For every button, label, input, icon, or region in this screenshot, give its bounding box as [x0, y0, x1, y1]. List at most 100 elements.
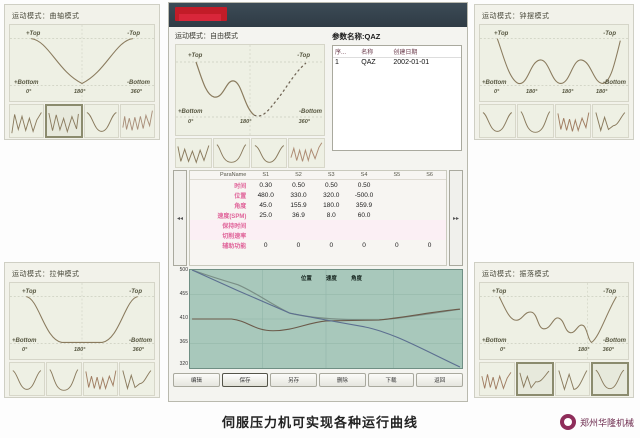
pend-thumb-2[interactable] [516, 104, 554, 138]
stretch-thumbnail-strip[interactable] [9, 362, 155, 396]
crank-thumbnail-strip[interactable] [9, 104, 155, 138]
param-row-name: QAZ [361, 59, 376, 66]
parameter-table-header-row: ParaName S1 S2 S3 S4 S5 S6 [190, 171, 446, 180]
cell-position-s3[interactable]: 320.0 [323, 191, 340, 199]
pendulum-thumbnail-strip[interactable] [479, 104, 629, 138]
table-scroll-left-button[interactable]: ◂◂ [173, 170, 187, 266]
shake-thumb-1[interactable] [479, 362, 515, 396]
cell-auxfunction-s1[interactable]: 0 [263, 241, 268, 249]
crank-thumb-4[interactable] [119, 104, 155, 138]
cell-holdtime-s4[interactable] [348, 220, 381, 230]
parameter-row-cuttingrate[interactable]: 切削速率 [190, 230, 446, 240]
hmi-button-saveas[interactable]: 另存 [270, 373, 318, 387]
hmi-button-edit[interactable]: 编辑 [173, 373, 220, 387]
shake-thumb-4[interactable] [591, 362, 629, 396]
hmi-button-download[interactable]: 下载 [367, 373, 415, 387]
cell-holdtime-s5[interactable] [380, 220, 413, 230]
shake-thumb-3[interactable] [554, 362, 591, 396]
pend-thumb-4[interactable] [592, 104, 629, 138]
stretch-thumb-1[interactable] [9, 362, 45, 396]
hmi-button-delete[interactable]: 删除 [319, 373, 366, 387]
cell-holdtime-s6[interactable] [413, 220, 446, 230]
cell-auxfunction-s5[interactable]: 0 [395, 241, 399, 249]
ytick-4: 320 [179, 361, 188, 367]
table-scroll-right-button[interactable]: ▸▸ [449, 170, 463, 266]
cell-speed-s6[interactable] [413, 210, 446, 220]
hmi-parameter-table[interactable]: ParaName S1 S2 S3 S4 S5 S6 时间 0.30 [189, 170, 447, 266]
cell-position-s6[interactable] [413, 190, 446, 200]
cell-time-s4[interactable]: 0.50 [357, 181, 371, 189]
parameter-row-auxfunction[interactable]: 辅助功能 0 0 0 0 0 0 [190, 240, 446, 250]
crank-thumb-2[interactable] [45, 104, 83, 138]
panel-pendulum-mode: 运动模式：钟摆模式 +Top -Top +Bottom -Bottom 0° 1… [474, 4, 634, 140]
hmi-main-curve-graph[interactable]: +Top -Top +Bottom -Bottom 0° 180° 360° [175, 44, 325, 137]
cell-auxfunction-s2[interactable]: 0 [296, 241, 301, 249]
hmi-thumb-3[interactable] [250, 138, 288, 168]
parameter-col-s5: S5 [380, 171, 414, 180]
cell-cuttingrate-s4[interactable] [348, 230, 381, 240]
parameter-row-angle[interactable]: 角度 45.0 155.9 180.0 359.9 [190, 200, 446, 210]
parameter-row-time[interactable]: 时间 0.30 0.50 0.50 0.50 [190, 180, 446, 191]
hmi-button-save[interactable]: 保存 [221, 373, 269, 387]
cell-holdtime-s2[interactable] [282, 220, 315, 230]
hmi-thumb-2[interactable] [212, 138, 250, 168]
pend-thumb-3[interactable] [554, 104, 592, 138]
cell-cuttingrate-s6[interactable] [413, 230, 446, 240]
cell-angle-s1[interactable]: 45.0 [259, 201, 273, 209]
cell-position-s5[interactable] [380, 190, 413, 200]
cell-cuttingrate-s5[interactable] [380, 230, 413, 240]
cell-cuttingrate-s1[interactable] [249, 230, 282, 240]
brand-block: 郑州华隆机械 [559, 414, 634, 430]
cell-speed-s4[interactable]: 60.0 [357, 211, 371, 219]
cell-angle-s6[interactable] [413, 200, 446, 210]
parameter-row-holdtime[interactable]: 保持时间 [190, 220, 446, 230]
cell-cuttingrate-s2[interactable] [282, 230, 315, 240]
shake-thumbnail-strip[interactable] [479, 362, 629, 396]
cell-position-s2[interactable]: 330.0 [290, 191, 307, 199]
crank-thumb-1[interactable] [9, 104, 45, 138]
param-list-row[interactable]: 1 QAZ 2002-01-01 [333, 58, 461, 68]
cell-speed-s1[interactable]: 25.0 [259, 211, 273, 219]
stretch-thumb-2[interactable] [45, 362, 82, 396]
cell-time-s6[interactable] [413, 180, 446, 191]
cell-cuttingrate-s3[interactable] [315, 230, 348, 240]
cell-position-s4[interactable]: -500.0 [354, 191, 374, 199]
hmi-thumb-4[interactable] [288, 138, 325, 168]
cell-auxfunction-s6[interactable]: 0 [427, 241, 432, 249]
hmi-thumbnail-strip[interactable] [175, 138, 325, 168]
cell-holdtime-s1[interactable] [249, 220, 282, 230]
cell-angle-s4[interactable]: 359.9 [355, 201, 373, 209]
stretch-thumb-4[interactable] [119, 362, 155, 396]
cell-auxfunction-s4[interactable]: 0 [362, 241, 366, 249]
cell-time-s1[interactable]: 0.30 [259, 181, 273, 189]
cell-speed-s2[interactable]: 36.9 [292, 211, 305, 219]
cell-holdtime-s3[interactable] [315, 220, 348, 230]
parameter-row-label-cuttingrate: 切削速率 [222, 233, 247, 240]
stretch-thumb-3[interactable] [82, 362, 119, 396]
cell-position-s1[interactable]: 480.0 [257, 191, 274, 199]
trend-chart-legend: 位置 速度 角度 [301, 274, 362, 282]
parameter-row-label-auxfunction: 辅助功能 [222, 243, 247, 250]
hmi-button-back[interactable]: 返回 [416, 373, 464, 387]
cell-speed-s5[interactable] [380, 210, 413, 220]
crank-thumb-3[interactable] [83, 104, 119, 138]
trend-chart-plot[interactable]: 位置 速度 角度 [189, 269, 463, 369]
parameter-row-label-speed: 速度(SPM) [217, 213, 247, 220]
panel-shake-graph: +Top -Top +Bottom -Bottom 0° 180° 360° [479, 282, 629, 360]
shake-thumb-2[interactable] [515, 362, 554, 396]
cell-angle-s5[interactable] [380, 200, 413, 210]
parameter-row-position[interactable]: 位置 480.0 330.0 320.0 -500.0 [190, 190, 446, 200]
hmi-thumb-1[interactable] [175, 138, 212, 168]
cell-time-s5[interactable] [380, 180, 413, 191]
hmi-param-list[interactable]: 序... 名称 创建日期 1 QAZ 2002-01-01 [332, 45, 462, 151]
cell-time-s2[interactable]: 0.50 [292, 181, 305, 189]
parameter-row-speed[interactable]: 速度(SPM) 25.0 36.9 8.0 60.0 [190, 210, 446, 220]
cell-speed-s3[interactable]: 8.0 [326, 211, 336, 219]
pend-thumb-1[interactable] [479, 104, 516, 138]
cell-angle-s3[interactable]: 180.0 [323, 201, 340, 209]
cell-auxfunction-s3[interactable]: 0 [329, 241, 334, 249]
cell-angle-s2[interactable]: 155.9 [290, 201, 307, 209]
param-list-col-name: 名称 [359, 46, 392, 58]
legend-item-speed: 速度 [325, 276, 337, 282]
cell-time-s3[interactable]: 0.50 [324, 181, 338, 189]
